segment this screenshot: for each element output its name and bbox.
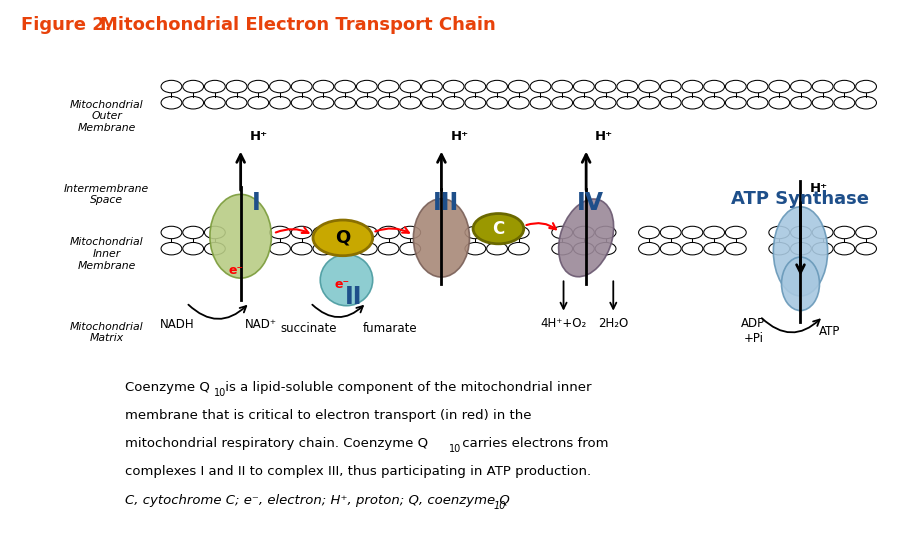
Text: .: .: [501, 494, 505, 507]
Circle shape: [473, 213, 524, 244]
Circle shape: [313, 220, 373, 256]
Text: membrane that is critical to electron transport (in red) in the: membrane that is critical to electron tr…: [125, 409, 531, 422]
Ellipse shape: [210, 194, 271, 278]
Text: C: C: [492, 219, 504, 238]
Text: 10: 10: [214, 388, 226, 398]
Text: Intermembrane
Space: Intermembrane Space: [65, 184, 149, 205]
Text: H⁺: H⁺: [450, 130, 469, 143]
Text: Q: Q: [335, 229, 350, 247]
Ellipse shape: [320, 254, 373, 306]
Text: Mitochondrial Electron Transport Chain: Mitochondrial Electron Transport Chain: [100, 16, 496, 34]
Text: mitochondrial respiratory chain. Coenzyme Q: mitochondrial respiratory chain. Coenzym…: [125, 437, 428, 450]
Text: Mitochondrial
Inner
Membrane: Mitochondrial Inner Membrane: [70, 238, 144, 271]
Text: 4H⁺+O₂: 4H⁺+O₂: [541, 317, 587, 330]
Ellipse shape: [774, 207, 827, 296]
Text: e⁻: e⁻: [228, 264, 244, 277]
Ellipse shape: [559, 199, 613, 277]
Text: Mitochondrial
Matrix: Mitochondrial Matrix: [70, 322, 144, 343]
Text: 2H₂O: 2H₂O: [598, 317, 629, 330]
Text: is a lipid-soluble component of the mitochondrial inner: is a lipid-soluble component of the mito…: [221, 381, 592, 394]
Text: I: I: [252, 191, 260, 215]
Text: 10: 10: [494, 501, 506, 511]
Text: H⁺: H⁺: [810, 182, 828, 195]
Text: Coenzyme Q: Coenzyme Q: [125, 381, 209, 394]
Ellipse shape: [782, 257, 820, 311]
Text: H⁺: H⁺: [595, 130, 613, 143]
Text: ATP Synthase: ATP Synthase: [732, 191, 869, 209]
Text: carries electrons from: carries electrons from: [458, 437, 608, 450]
Text: e⁻: e⁻: [334, 278, 349, 292]
Text: fumarate: fumarate: [362, 323, 417, 335]
Text: IV: IV: [577, 191, 604, 215]
Text: Figure 2.: Figure 2.: [21, 16, 117, 34]
Text: H⁺: H⁺: [249, 130, 268, 143]
Text: NAD⁺: NAD⁺: [245, 318, 277, 331]
Text: II: II: [345, 286, 362, 310]
Text: Mitochondrial
Outer
Membrane: Mitochondrial Outer Membrane: [70, 100, 144, 133]
Text: succinate: succinate: [280, 323, 337, 335]
Ellipse shape: [413, 199, 470, 277]
Text: ATP: ATP: [819, 325, 840, 338]
Text: ADP
+Pi: ADP +Pi: [742, 317, 765, 345]
Text: 10: 10: [449, 444, 461, 454]
Text: III: III: [433, 191, 459, 215]
Text: C, cytochrome C; e⁻, electron; H⁺, proton; Q, coenzyme Q: C, cytochrome C; e⁻, electron; H⁺, proto…: [125, 494, 510, 507]
Text: NADH: NADH: [160, 318, 195, 331]
Text: complexes I and II to complex III, thus participating in ATP production.: complexes I and II to complex III, thus …: [125, 465, 591, 478]
